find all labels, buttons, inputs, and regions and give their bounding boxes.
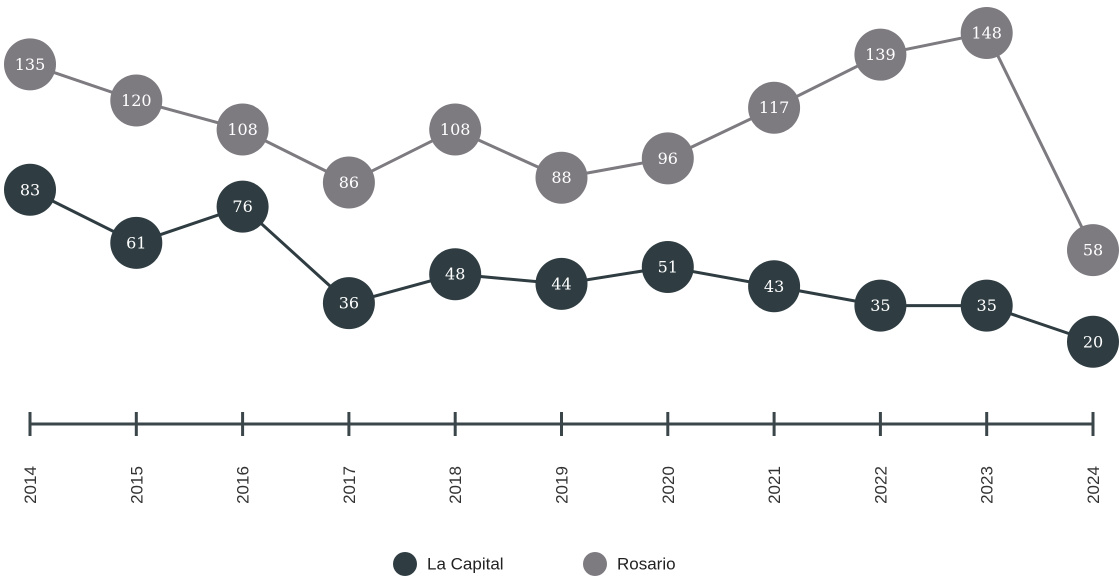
- data-label: 61: [126, 233, 146, 252]
- data-label: 96: [658, 149, 678, 168]
- legend-swatch: [393, 552, 417, 576]
- data-label: 83: [20, 180, 40, 199]
- x-tick-label: 2022: [871, 466, 890, 504]
- point: [110, 74, 163, 127]
- x-tick-label: 2023: [978, 466, 997, 504]
- point: [216, 180, 269, 233]
- data-label: 108: [440, 120, 471, 139]
- point: [322, 156, 375, 209]
- legend-swatch: [583, 552, 607, 576]
- x-tick-label: 2019: [553, 466, 572, 504]
- point: [960, 279, 1013, 332]
- data-label: 35: [977, 296, 997, 315]
- x-tick-label: 2015: [127, 466, 146, 504]
- x-tick-label: 2016: [234, 466, 253, 504]
- point: [1067, 224, 1119, 277]
- data-label: 120: [121, 91, 152, 110]
- data-label: 139: [865, 45, 896, 64]
- data-label: 86: [339, 173, 359, 192]
- data-label: 20: [1083, 332, 1103, 351]
- point: [854, 28, 907, 81]
- data-label: 58: [1083, 241, 1103, 260]
- point: [429, 248, 482, 301]
- data-label: 48: [445, 265, 465, 284]
- data-label: 135: [15, 55, 46, 74]
- point: [216, 103, 269, 156]
- point: [748, 260, 801, 313]
- point: [429, 103, 482, 156]
- data-label: 43: [764, 277, 784, 296]
- data-label: 88: [551, 168, 571, 187]
- legend-label: La Capital: [427, 555, 504, 574]
- data-label: 51: [658, 257, 678, 276]
- point: [535, 151, 588, 204]
- legend-label: Rosario: [617, 555, 676, 574]
- data-label: 44: [551, 274, 571, 293]
- data-label: 36: [339, 294, 359, 313]
- point: [854, 279, 907, 332]
- x-tick-label: 2018: [446, 466, 465, 504]
- x-tick-label: 2014: [21, 466, 40, 504]
- point: [1067, 315, 1119, 368]
- data-label: 148: [971, 23, 1002, 42]
- data-label: 108: [227, 120, 258, 139]
- data-label: 117: [759, 98, 790, 117]
- x-tick-label: 2021: [765, 466, 784, 504]
- point: [641, 132, 694, 185]
- series-line: [29, 31, 1095, 251]
- x-tick-label: 2020: [659, 466, 678, 504]
- data-label: 76: [232, 197, 252, 216]
- point: [641, 240, 694, 293]
- point: [322, 277, 375, 330]
- point: [960, 6, 1013, 59]
- point: [4, 38, 56, 91]
- point: [110, 216, 163, 269]
- x-tick-label: 2017: [340, 466, 359, 504]
- x-tick-label: 2024: [1084, 466, 1103, 504]
- point: [4, 163, 56, 216]
- point: [535, 257, 588, 310]
- data-label: 35: [870, 296, 890, 315]
- point: [748, 81, 801, 134]
